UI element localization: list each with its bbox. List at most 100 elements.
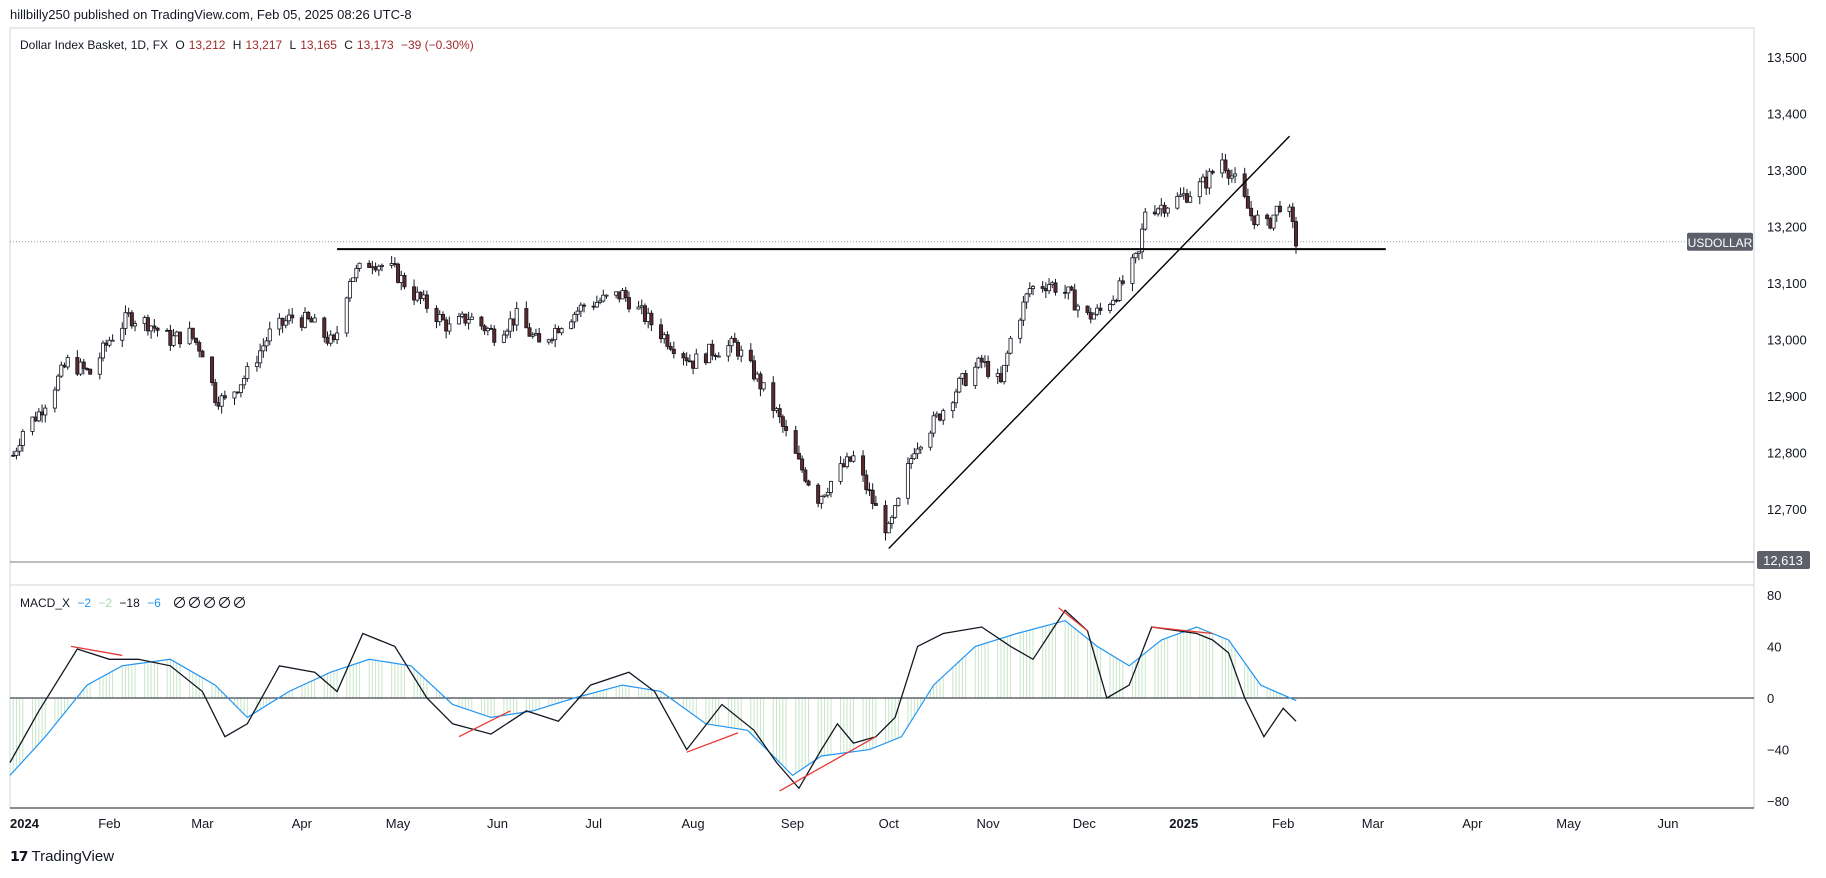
pane-border [9,27,1755,809]
candle-body [97,357,102,375]
candle-body [819,495,824,504]
candle-body [1197,181,1202,198]
price-tick-label: 13,100 [1767,276,1807,291]
candle-body [662,334,667,340]
candle-body [415,291,420,301]
candle-body [800,458,805,471]
macd-value-2: −2 [98,596,113,610]
candle-body [1290,206,1295,222]
candle-body [960,373,965,379]
candle-body [905,463,910,499]
candle-body [735,341,740,357]
candle-body [88,368,93,375]
footer-brand[interactable]: 𝟭𝟳 TradingView [10,848,114,865]
candle-body [671,348,676,354]
candle-body [213,382,218,404]
candle-body [739,349,744,357]
candle-body [492,328,497,343]
candle-body [261,345,266,352]
candle-body [752,360,757,380]
candle-body [65,357,70,368]
candle-body [973,366,978,386]
candle-body [998,373,1003,383]
candle-body [43,407,48,416]
time-tick-label: Nov [977,816,1001,831]
candle-body [886,523,891,534]
signal-line [9,619,1297,777]
candle-body [851,455,856,462]
candle-body [145,317,150,332]
candle-body [774,408,779,411]
candle-body [171,335,176,346]
time-tick-label: 2024 [10,816,40,831]
macd-tick-label: −80 [1767,794,1789,809]
candle-body [479,316,484,327]
candle-body [1031,286,1036,289]
candle-body [771,382,776,411]
candle-body [950,402,955,412]
candle-body [1156,208,1161,215]
candle-body [524,308,529,329]
time-tick-label: Jul [585,816,602,831]
candle-body [511,318,516,326]
candle-body [421,294,426,299]
candle-body [1111,299,1116,305]
candle-body [1220,159,1225,174]
price-tick-label: 12,800 [1767,446,1807,461]
candle-body [1271,214,1276,229]
candle-body [713,355,718,357]
candle-body [1277,205,1282,212]
candle-body [331,334,336,340]
candle-body [1063,291,1068,294]
candle-body [710,343,715,356]
candle-body [52,389,57,409]
candle-body [1069,286,1074,291]
candle-body [396,263,401,283]
candle-body [909,458,914,464]
candle-body [1117,280,1122,301]
candle-body [373,266,378,271]
close-value: 13,173 [356,38,394,52]
price-pane[interactable]: USDOLLAR [10,135,1753,550]
candle-body [623,290,628,298]
candle-body [681,353,686,359]
candle-body [986,361,991,377]
axes: 13,500 13,400 13,300 13,200 13,100 13,000 12,9… [10,50,1810,831]
candle-body [976,357,981,368]
candle-body [168,329,173,346]
candle-body [1024,293,1029,303]
candle-body [694,353,699,369]
candle-body [1018,319,1023,339]
low-label: L [289,38,297,52]
price-marker-tag [1757,551,1810,569]
candle-body [322,317,327,338]
candle-body [646,312,651,322]
candle-body [684,357,689,362]
candle-body [389,263,394,266]
candle-body [1152,211,1157,215]
candle-body [1287,206,1292,212]
candle-body [376,265,381,271]
candle-body [649,312,654,326]
divergence-line [1151,626,1213,635]
macd-pane[interactable] [9,607,1754,792]
candle-body [870,489,875,504]
candle-body [56,375,61,391]
candle-body [242,378,247,386]
candle-body [803,469,808,482]
null-value-icon [234,597,246,608]
candle-body [104,342,109,346]
candle-body [1002,364,1007,383]
macd-line [9,609,1297,790]
candle-body [556,328,561,334]
candle-body [729,337,734,347]
candle-body [1120,280,1125,284]
candle-body [1066,286,1071,294]
candle-body [1159,204,1164,210]
candle-body [81,361,86,369]
candle-body [469,316,474,320]
macd-tick-label: 0 [1767,691,1774,706]
candle-body [1091,313,1096,320]
candle-body [1095,307,1100,315]
